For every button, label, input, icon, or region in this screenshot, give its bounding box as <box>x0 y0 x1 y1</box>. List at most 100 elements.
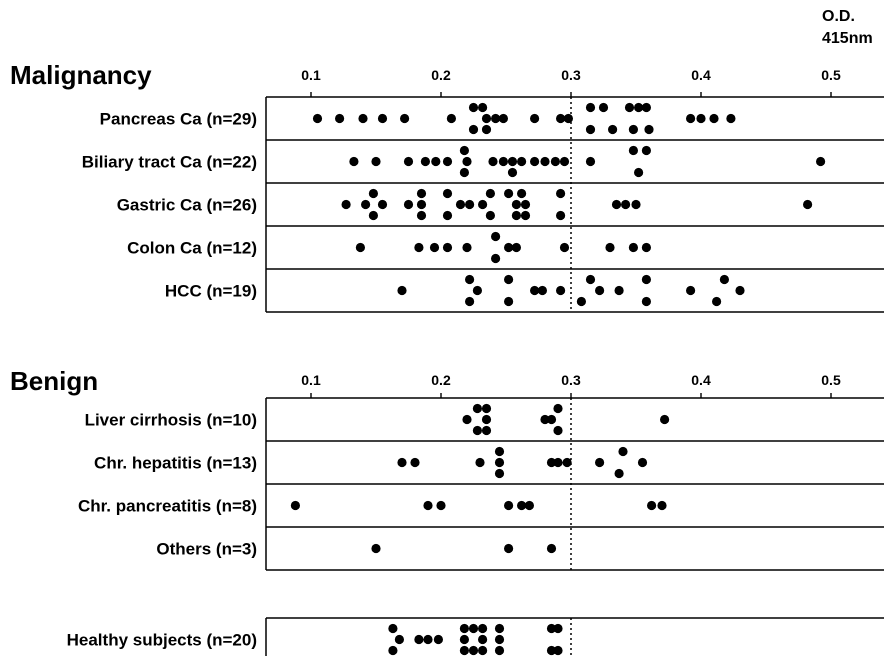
data-point <box>504 296 514 307</box>
row-label: Colon Ca (n=12) <box>127 239 257 258</box>
data-point <box>488 156 498 167</box>
data-point <box>660 414 670 425</box>
data-point <box>595 285 605 296</box>
data-point <box>641 102 652 113</box>
row-label: HCC (n=19) <box>165 282 257 301</box>
data-point <box>485 210 495 221</box>
data-point <box>530 156 540 167</box>
data-point <box>468 645 479 656</box>
row-label: Pancreas Ca (n=29) <box>100 110 257 129</box>
x-tick-label: 0.1 <box>301 67 321 83</box>
data-point <box>559 242 570 253</box>
row-label: Healthy subjects (n=20) <box>67 631 257 650</box>
data-point <box>530 285 540 296</box>
data-point <box>556 188 566 199</box>
data-point <box>481 124 492 135</box>
data-point <box>491 231 501 242</box>
data-point <box>446 113 456 124</box>
data-point <box>530 113 540 124</box>
x-tick-label: 0.2 <box>431 67 451 83</box>
data-point <box>416 210 427 221</box>
data-point <box>628 145 639 156</box>
x-tick-label: 0.5 <box>821 67 841 83</box>
data-point <box>608 124 618 135</box>
data-point <box>614 285 624 296</box>
data-point <box>618 446 628 457</box>
data-point <box>563 113 574 124</box>
data-point <box>504 242 514 253</box>
data-point <box>735 285 745 296</box>
data-point <box>349 156 359 167</box>
data-point <box>478 645 488 656</box>
data-point <box>517 156 527 167</box>
group-0: Malignancy 0.1 0.2 0.3 0.4 0.5 Pancreas Ca (n=… <box>10 60 884 313</box>
data-point <box>641 145 652 156</box>
data-point <box>504 274 514 285</box>
data-point <box>494 623 505 634</box>
row-label: Chr. hepatitis (n=13) <box>94 454 257 473</box>
group-1: Benign 0.1 0.2 0.3 0.4 0.5 Liver cirrhosis (n=… <box>10 366 884 571</box>
data-point <box>520 210 531 221</box>
data-point <box>546 543 557 554</box>
data-point <box>641 242 652 253</box>
data-point <box>585 274 596 285</box>
data-point <box>472 285 482 296</box>
data-point <box>485 188 495 199</box>
x-tick-label: 0.2 <box>431 372 451 388</box>
data-point <box>478 623 488 634</box>
row-label: Chr. pancreatitis (n=8) <box>78 497 257 516</box>
data-point <box>546 645 557 656</box>
data-point <box>442 242 453 253</box>
data-point <box>553 645 563 656</box>
data-point <box>719 274 730 285</box>
x-tick-label: 0.5 <box>821 372 841 388</box>
data-point <box>442 156 453 167</box>
data-point <box>410 457 420 468</box>
data-point <box>634 167 644 178</box>
data-point <box>465 274 475 285</box>
plot-area: Malignancy 0.1 0.2 0.3 0.4 0.5 Pancreas Ca (n=… <box>10 60 884 656</box>
data-point <box>403 199 414 210</box>
data-point <box>468 124 479 135</box>
data-point <box>468 102 479 113</box>
x-tick-label: 0.3 <box>561 372 581 388</box>
data-point <box>517 188 527 199</box>
data-point <box>468 623 479 634</box>
data-point <box>520 199 531 210</box>
data-point <box>442 210 453 221</box>
group-2: Healthy subjects (n=20) <box>67 617 884 656</box>
data-point <box>462 414 472 425</box>
data-point <box>562 457 572 468</box>
data-point <box>397 457 407 468</box>
data-point <box>377 199 388 210</box>
data-point <box>546 414 557 425</box>
data-point <box>459 623 469 634</box>
data-point <box>504 188 514 199</box>
data-point <box>696 113 706 124</box>
data-point <box>403 156 414 167</box>
data-point <box>621 199 631 210</box>
data-point <box>553 457 563 468</box>
x-tick-label: 0.3 <box>561 67 581 83</box>
unit-label-line-1: O.D. <box>822 8 855 25</box>
data-point <box>377 113 388 124</box>
data-point <box>641 274 652 285</box>
data-point <box>712 296 722 307</box>
data-point <box>595 457 605 468</box>
data-point <box>472 425 482 436</box>
data-point <box>459 167 469 178</box>
data-point <box>611 199 622 210</box>
data-point <box>524 500 535 511</box>
data-point <box>614 468 624 479</box>
data-point <box>598 102 609 113</box>
data-point <box>388 645 398 656</box>
data-point <box>494 457 505 468</box>
data-point <box>335 113 345 124</box>
data-point <box>647 500 657 511</box>
data-point <box>511 199 521 210</box>
data-point <box>394 634 404 645</box>
unit-label-line-2: 415nm <box>822 30 873 47</box>
data-point <box>494 446 505 457</box>
data-point <box>494 468 505 479</box>
